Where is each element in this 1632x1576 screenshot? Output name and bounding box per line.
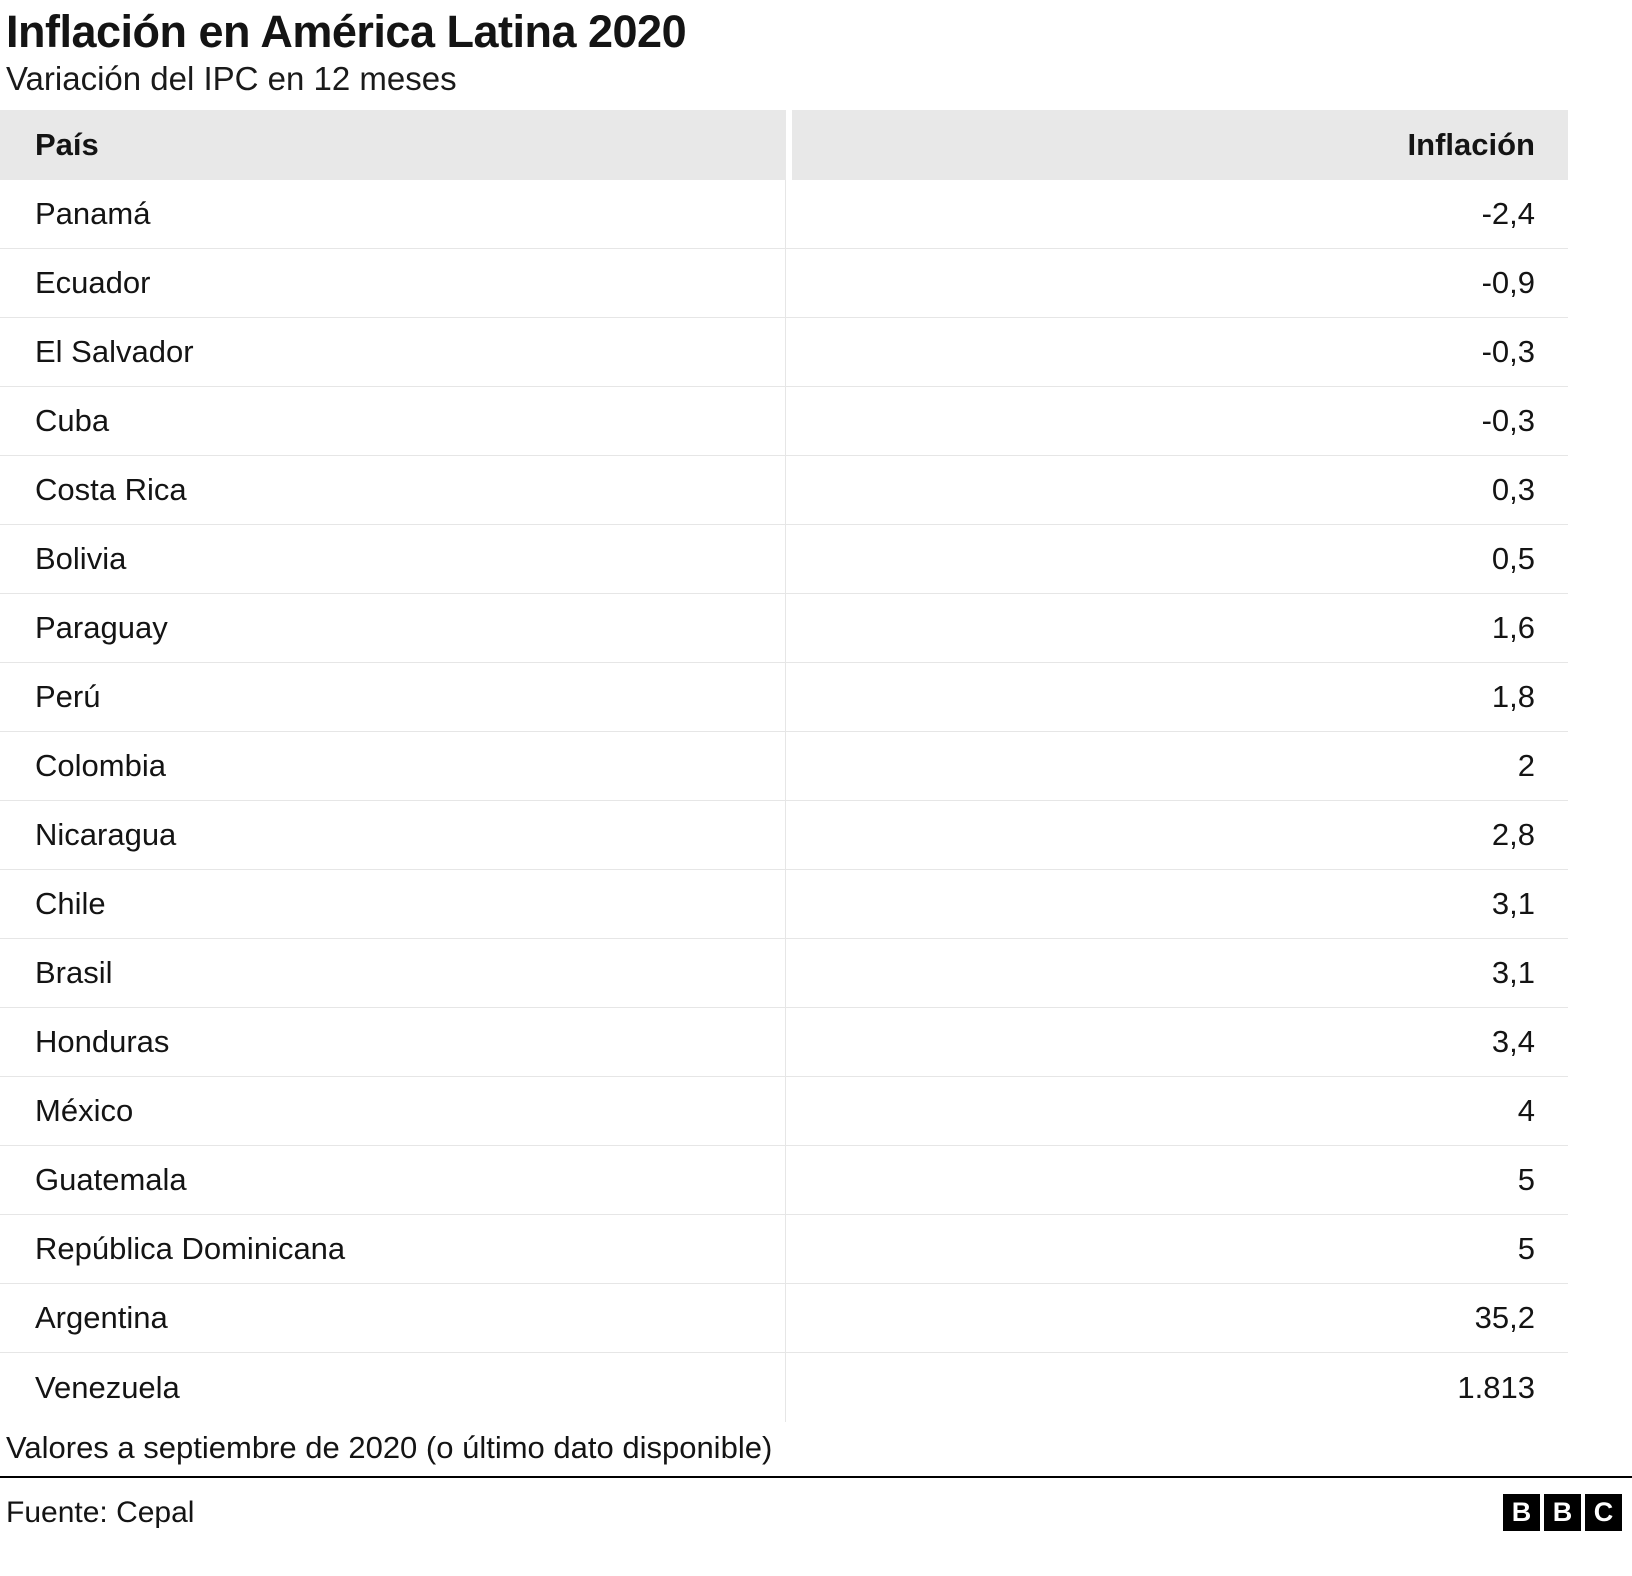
country-cell: Bolivia [0, 525, 786, 593]
table-row: Costa Rica 0,3 [0, 456, 1568, 525]
country-cell: Brasil [0, 939, 786, 1007]
country-cell: Nicaragua [0, 801, 786, 869]
value-cell: 2,8 [1491, 817, 1535, 852]
country-cell: Colombia [0, 732, 786, 800]
column-header-country: País [0, 110, 786, 180]
table-row: Panamá -2,4 [0, 180, 1568, 249]
bbc-logo-letter: C [1585, 1494, 1622, 1531]
value-cell: 35,2 [1474, 1300, 1535, 1335]
table-row: Cuba -0,3 [0, 387, 1568, 456]
table-row: Chile 3,1 [0, 870, 1568, 939]
country-cell: Guatemala [0, 1146, 786, 1214]
table-row: El Salvador -0,3 [0, 318, 1568, 387]
value-cell: 1,8 [1491, 679, 1535, 714]
country-cell: República Dominicana [0, 1215, 786, 1283]
country-cell: Ecuador [0, 249, 786, 317]
footnote: Valores a septiembre de 2020 (o último d… [6, 1430, 773, 1465]
country-cell: Perú [0, 663, 786, 731]
value-cell: 4 [1517, 1093, 1535, 1128]
value-cell: 3,4 [1491, 1024, 1535, 1059]
country-cell: México [0, 1077, 786, 1145]
country-cell: Chile [0, 870, 786, 938]
value-cell: 3,1 [1491, 886, 1535, 921]
country-cell: Cuba [0, 387, 786, 455]
value-cell: -2,4 [1481, 196, 1535, 231]
table-row: Perú 1,8 [0, 663, 1568, 732]
table-header: País Inflación [0, 110, 1568, 180]
table-row: Brasil 3,1 [0, 939, 1568, 1008]
chart-subtitle: Variación del IPC en 12 meses [6, 60, 457, 97]
table-row: Argentina 35,2 [0, 1284, 1568, 1353]
table-row: Honduras 3,4 [0, 1008, 1568, 1077]
value-cell: 2 [1517, 748, 1535, 783]
country-cell: El Salvador [0, 318, 786, 386]
country-cell: Venezuela [0, 1353, 786, 1422]
value-cell: 5 [1517, 1231, 1535, 1266]
value-cell: 0,3 [1491, 472, 1535, 507]
table-row: República Dominicana 5 [0, 1215, 1568, 1284]
country-cell: Costa Rica [0, 456, 786, 524]
divider [0, 1476, 1632, 1478]
bbc-logo-letter: B [1544, 1494, 1581, 1531]
table-row: Colombia 2 [0, 732, 1568, 801]
table-row: Ecuador -0,9 [0, 249, 1568, 318]
country-cell: Panamá [0, 180, 786, 248]
table-row: México 4 [0, 1077, 1568, 1146]
value-cell: -0,3 [1481, 334, 1535, 369]
value-cell: -0,9 [1481, 265, 1535, 300]
chart-title: Inflación en América Latina 2020 [6, 6, 687, 57]
source: Fuente: Cepal [6, 1495, 195, 1529]
value-cell: -0,3 [1481, 403, 1535, 438]
table-row: Guatemala 5 [0, 1146, 1568, 1215]
country-cell: Paraguay [0, 594, 786, 662]
value-cell: 5 [1517, 1162, 1535, 1197]
table-body: Panamá -2,4 Ecuador -0,9 El Salvador -0,… [0, 180, 1632, 1422]
table-row: Bolivia 0,5 [0, 525, 1568, 594]
column-header-inflation: Inflación [792, 110, 1568, 180]
table-row: Nicaragua 2,8 [0, 801, 1568, 870]
country-cell: Argentina [0, 1284, 786, 1352]
value-cell: 1,6 [1491, 610, 1535, 645]
value-cell: 3,1 [1491, 955, 1535, 990]
value-cell: 1.813 [1457, 1369, 1535, 1405]
value-cell: 0,5 [1491, 541, 1535, 576]
table-row: Paraguay 1,6 [0, 594, 1568, 663]
country-cell: Honduras [0, 1008, 786, 1076]
table-row: Venezuela 1.813 [0, 1353, 1568, 1422]
bbc-logo-letter: B [1503, 1494, 1540, 1531]
